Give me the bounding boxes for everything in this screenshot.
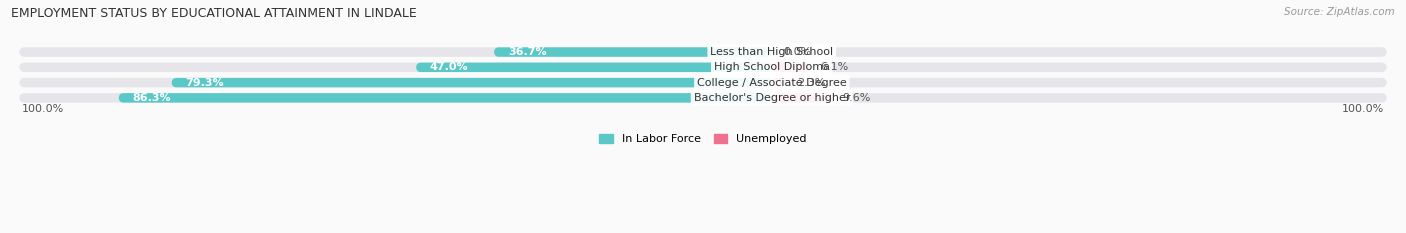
FancyBboxPatch shape bbox=[494, 47, 772, 57]
Text: 2.3%: 2.3% bbox=[797, 78, 825, 88]
FancyBboxPatch shape bbox=[772, 63, 810, 72]
Text: 100.0%: 100.0% bbox=[22, 104, 65, 114]
Text: Source: ZipAtlas.com: Source: ZipAtlas.com bbox=[1284, 7, 1395, 17]
Text: 9.6%: 9.6% bbox=[842, 93, 870, 103]
Text: 6.1%: 6.1% bbox=[821, 62, 849, 72]
FancyBboxPatch shape bbox=[416, 63, 772, 72]
FancyBboxPatch shape bbox=[172, 78, 772, 87]
FancyBboxPatch shape bbox=[20, 63, 1386, 72]
Text: 100.0%: 100.0% bbox=[1341, 104, 1384, 114]
Legend: In Labor Force, Unemployed: In Labor Force, Unemployed bbox=[599, 134, 807, 144]
FancyBboxPatch shape bbox=[772, 93, 831, 103]
Text: College / Associate Degree: College / Associate Degree bbox=[697, 78, 846, 88]
FancyBboxPatch shape bbox=[20, 78, 1386, 87]
FancyBboxPatch shape bbox=[20, 93, 1386, 103]
Text: High School Diploma: High School Diploma bbox=[714, 62, 830, 72]
Text: 79.3%: 79.3% bbox=[186, 78, 224, 88]
Text: EMPLOYMENT STATUS BY EDUCATIONAL ATTAINMENT IN LINDALE: EMPLOYMENT STATUS BY EDUCATIONAL ATTAINM… bbox=[11, 7, 418, 20]
Text: 0.0%: 0.0% bbox=[783, 47, 811, 57]
Text: Less than High School: Less than High School bbox=[710, 47, 834, 57]
Text: 36.7%: 36.7% bbox=[508, 47, 547, 57]
FancyBboxPatch shape bbox=[772, 78, 786, 87]
Text: 47.0%: 47.0% bbox=[430, 62, 468, 72]
FancyBboxPatch shape bbox=[118, 93, 772, 103]
Text: Bachelor's Degree or higher: Bachelor's Degree or higher bbox=[693, 93, 851, 103]
FancyBboxPatch shape bbox=[20, 47, 1386, 57]
Text: 86.3%: 86.3% bbox=[132, 93, 172, 103]
